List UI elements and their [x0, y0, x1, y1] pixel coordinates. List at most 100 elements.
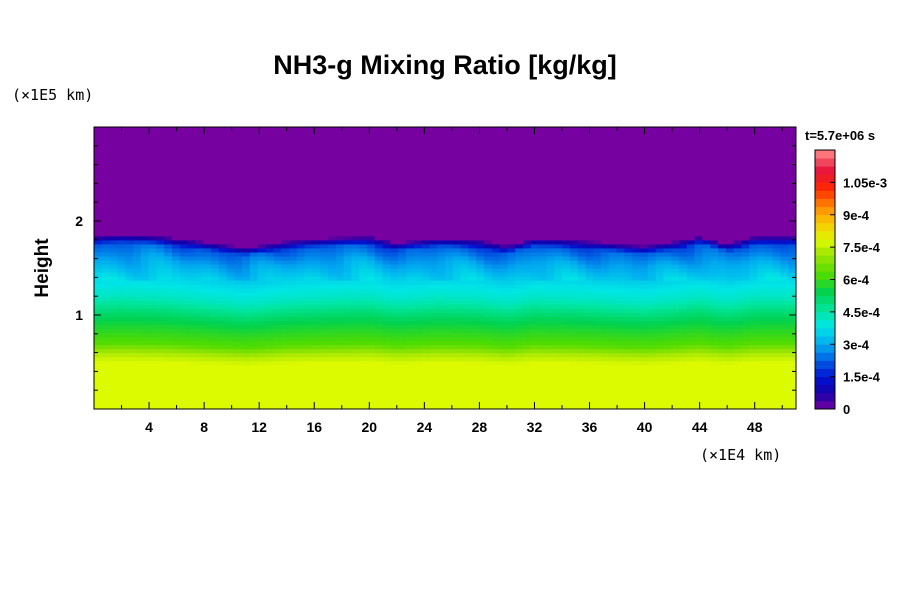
heatmap-cell [624, 404, 633, 409]
heatmap-cell [164, 171, 173, 176]
heatmap-cell [445, 284, 454, 289]
heatmap-cell [367, 171, 376, 176]
heatmap-cell [226, 187, 235, 193]
heatmap-cell [632, 360, 641, 366]
heatmap-cell [608, 227, 618, 233]
heatmap-cell [382, 272, 391, 277]
heatmap-cell [281, 175, 290, 180]
heatmap-cell [398, 344, 407, 350]
heatmap-cell [515, 191, 524, 197]
heatmap-cell [429, 352, 438, 358]
heatmap-cell [203, 151, 212, 156]
heatmap-cell [437, 364, 446, 370]
heatmap-cell [125, 227, 134, 233]
heatmap-cell [320, 155, 329, 160]
heatmap-cell [281, 243, 290, 249]
heatmap-cell [608, 396, 618, 402]
heatmap-cell [203, 384, 212, 390]
heatmap-cell [265, 203, 274, 209]
heatmap-cell [133, 348, 142, 354]
heatmap-cell [195, 300, 204, 305]
heatmap-cell [593, 336, 602, 342]
heatmap-cell [109, 396, 118, 402]
heatmap-cell [226, 340, 235, 346]
heatmap-cell [499, 272, 508, 277]
heatmap-cell [468, 255, 477, 261]
heatmap-cell [546, 183, 555, 189]
heatmap-cell [367, 163, 376, 168]
heatmap-cell [585, 159, 594, 164]
heatmap-cell [499, 207, 508, 213]
heatmap-cell [320, 147, 329, 152]
heatmap-cell [577, 259, 586, 265]
heatmap-cell [406, 143, 415, 148]
heatmap-cell [523, 316, 532, 321]
heatmap-cell [452, 247, 462, 253]
heatmap-cell [577, 135, 586, 140]
heatmap-cell [468, 364, 477, 370]
heatmap-cell [640, 195, 649, 201]
heatmap-cell [109, 300, 118, 305]
heatmap-cell [351, 219, 360, 225]
heatmap-cell [507, 183, 516, 189]
heatmap-cell [367, 336, 376, 342]
heatmap-cell [624, 219, 633, 225]
heatmap-cell [328, 304, 337, 309]
heatmap-cell [195, 239, 204, 245]
heatmap-cell [101, 296, 111, 301]
heatmap-cell [195, 336, 204, 342]
heatmap-cell [562, 259, 571, 265]
heatmap-cell [398, 276, 407, 281]
heatmap-cell [507, 372, 516, 378]
heatmap-cell [421, 263, 430, 269]
heatmap-cell [491, 332, 501, 338]
heatmap-cell [133, 251, 142, 257]
heatmap-cell [367, 227, 376, 233]
heatmap-cell [273, 243, 282, 249]
heatmap-cell [616, 139, 625, 144]
heatmap-cell [452, 207, 462, 213]
heatmap-cell [172, 280, 181, 285]
heatmap-cell [234, 296, 243, 301]
heatmap-cell [398, 372, 407, 378]
heatmap-cell [398, 336, 407, 342]
heatmap-cell [491, 175, 501, 180]
heatmap-cell [538, 348, 547, 354]
heatmap-cell [484, 372, 493, 378]
heatmap-cell [562, 304, 571, 309]
heatmap-cell [569, 400, 579, 406]
heatmap-cell [351, 328, 360, 334]
heatmap-cell [569, 340, 579, 346]
heatmap-cell [265, 356, 274, 362]
heatmap-cell [593, 203, 602, 209]
heatmap-cell [195, 372, 204, 378]
heatmap-cell [179, 207, 189, 213]
heatmap-cell [406, 376, 415, 382]
heatmap-cell [601, 163, 610, 168]
heatmap-cell [320, 223, 329, 229]
heatmap-cell [312, 223, 321, 229]
heatmap-cell [281, 336, 290, 342]
heatmap-cell [172, 284, 181, 289]
heatmap-cell [179, 159, 189, 164]
heatmap-cell [304, 364, 313, 370]
heatmap-cell [577, 352, 586, 358]
heatmap-cell [304, 215, 313, 221]
heatmap-cell [452, 251, 462, 257]
heatmap-cell [351, 392, 360, 398]
heatmap-cell [289, 227, 298, 233]
heatmap-cell [406, 147, 415, 152]
heatmap-cell [437, 135, 446, 140]
heatmap-cell [499, 135, 508, 140]
heatmap-cell [476, 368, 485, 374]
heatmap-cell [117, 296, 126, 301]
heatmap-cell [374, 215, 384, 221]
heatmap-cell [577, 179, 586, 184]
heatmap-cell [335, 251, 345, 257]
heatmap-cell [156, 400, 165, 406]
heatmap-cell [390, 127, 399, 132]
heatmap-cell [499, 304, 508, 309]
heatmap-cell [320, 348, 329, 354]
heatmap-cell [343, 292, 352, 297]
heatmap-cell [468, 332, 477, 338]
